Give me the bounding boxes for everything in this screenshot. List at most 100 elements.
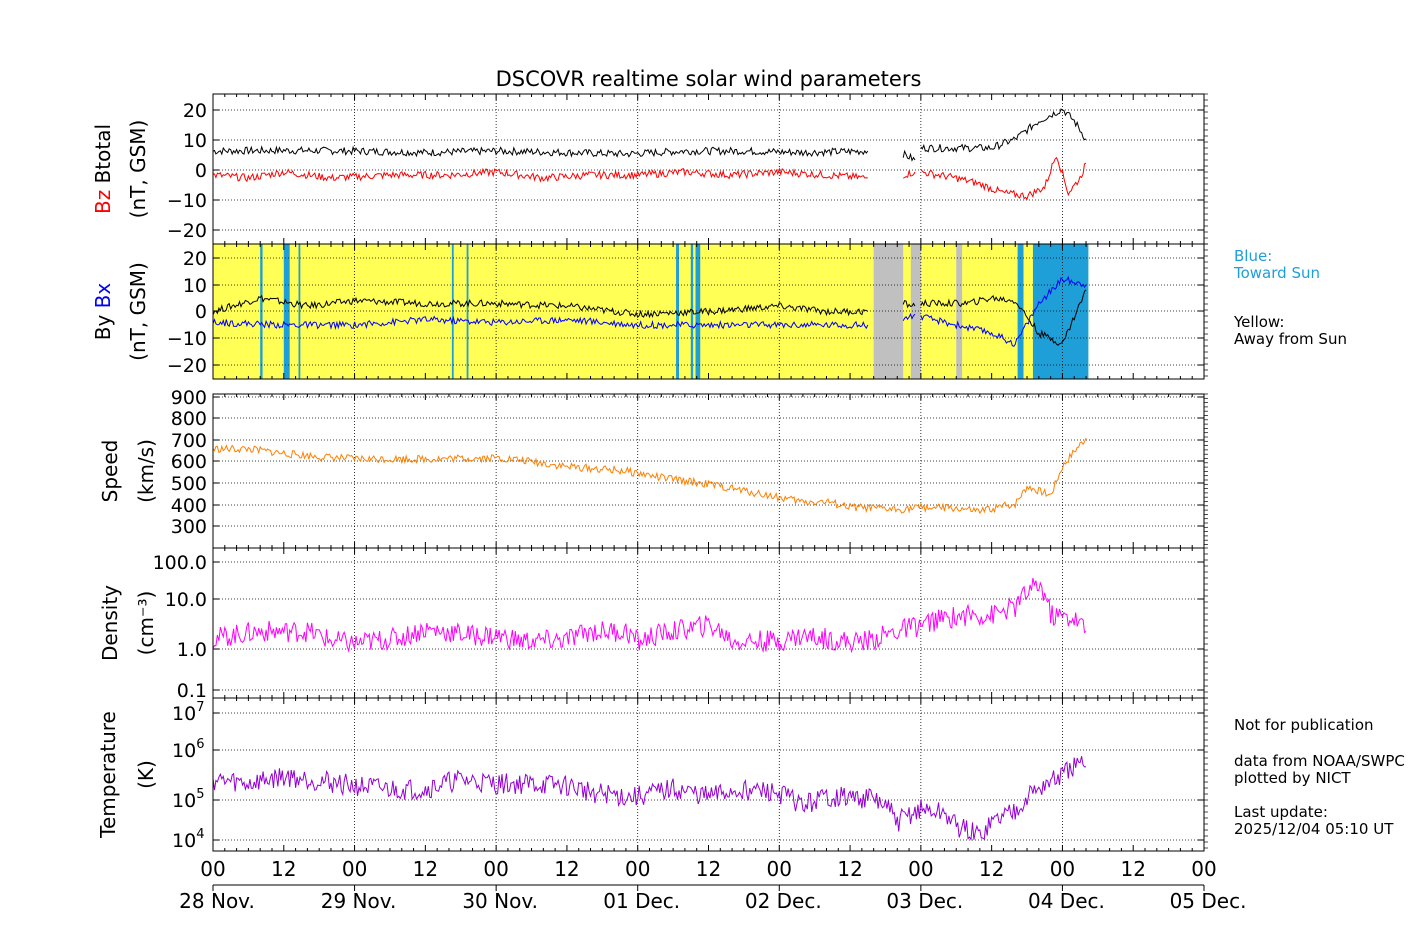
series-line-btotal xyxy=(902,149,916,162)
sector-segment xyxy=(910,244,921,379)
y-tick-label: 1.0 xyxy=(177,639,207,661)
y-tick-label: 300 xyxy=(171,516,207,538)
sector-segment xyxy=(676,244,680,379)
sector-segment xyxy=(695,244,701,379)
y-tick-label: 0 xyxy=(195,160,207,182)
x-tick-label: 00 xyxy=(1050,857,1075,881)
y-tick-label: −20 xyxy=(167,355,207,377)
disclaimer-text: Not for publication xyxy=(1234,716,1374,734)
date-label: 30 Nov. xyxy=(462,889,538,913)
series-line-density xyxy=(212,577,1087,654)
x-tick-label: 00 xyxy=(483,857,508,881)
x-tick-label: 12 xyxy=(413,857,438,881)
x-tick-label: 12 xyxy=(1120,857,1145,881)
y-axis-unit: (km/s) xyxy=(134,439,158,503)
series-line-bz xyxy=(213,167,868,183)
series-line-speed xyxy=(212,437,1087,515)
x-tick-label: 00 xyxy=(625,857,650,881)
y-axis-label: Temperature xyxy=(96,711,120,839)
chart-title: DSCOVR realtime solar wind parameters xyxy=(496,67,922,91)
x-tick-label: 12 xyxy=(271,857,296,881)
series-line-bx xyxy=(920,275,1087,348)
y-tick-label: 10 xyxy=(183,130,207,152)
date-label: 28 Nov. xyxy=(179,889,255,913)
panel-temperature: 107 106 105 104 Temperature (K) xyxy=(96,697,1208,852)
y-tick-label: 20 xyxy=(183,100,207,122)
sector-segment xyxy=(298,244,301,379)
y-axis-unit: (cm⁻³) xyxy=(134,591,158,656)
sector-background-away xyxy=(213,244,1089,379)
sector-segment xyxy=(1032,244,1089,379)
y-tick-label: 100.0 xyxy=(153,552,207,574)
sector-yellow-legend: Yellow: Away from Sun xyxy=(1234,313,1347,348)
series-line-by xyxy=(212,294,869,319)
sector-segment xyxy=(283,244,290,379)
series-line-by xyxy=(902,299,916,309)
y-tick-label: −10 xyxy=(167,190,207,212)
y-axis-label: Speed xyxy=(98,440,122,503)
y-tick-label: 500 xyxy=(171,473,207,495)
date-label: 29 Nov. xyxy=(321,889,397,913)
sector-segment xyxy=(451,244,454,379)
y-tick-label: 0.1 xyxy=(177,680,207,702)
x-tick-label: 12 xyxy=(554,857,579,881)
panel-magnetic-field-total: 20 10 0 −10 −20 Bz Btotal (nT, GSM) xyxy=(91,93,1208,245)
y-tick-label: 600 xyxy=(171,451,207,473)
y-axis-label: Density xyxy=(98,585,122,661)
panel-frame xyxy=(212,93,1205,245)
y-tick-label: 10.0 xyxy=(165,589,207,611)
x-tick-label: 12 xyxy=(837,857,862,881)
sector-segment xyxy=(1017,244,1024,379)
panel-frame xyxy=(212,393,1205,549)
y-tick-label: 700 xyxy=(171,430,207,452)
x-tick-label: 12 xyxy=(696,857,721,881)
date-label: 03 Dec. xyxy=(886,889,963,913)
y-axis-label-bz-btotal: Bz Btotal xyxy=(91,124,115,214)
sector-blue-legend: Blue: Toward Sun xyxy=(1234,247,1320,282)
date-label: 02 Dec. xyxy=(745,889,822,913)
sector-segment xyxy=(260,244,263,379)
last-update-text: Last update: 2025/12/04 05:10 UT xyxy=(1234,803,1394,838)
y-axis-label-by-bx: By Bx xyxy=(91,283,115,341)
y-tick-label: 400 xyxy=(171,495,207,517)
y-tick-label: 104 xyxy=(172,827,204,852)
series-line-bx xyxy=(902,312,916,321)
series-line-by xyxy=(920,289,1087,346)
sector-segment xyxy=(466,244,469,379)
date-label: 04 Dec. xyxy=(1028,889,1105,913)
y-tick-label: 105 xyxy=(172,787,204,812)
y-axis-unit: (nT, GSM) xyxy=(126,120,150,219)
y-tick-label: 106 xyxy=(172,737,204,762)
y-tick-label: −10 xyxy=(167,328,207,350)
y-tick-label: 0 xyxy=(195,301,207,323)
y-tick-label: 800 xyxy=(171,408,207,430)
x-tick-label: 00 xyxy=(342,857,367,881)
y-axis-unit: (nT, GSM) xyxy=(126,262,150,361)
sector-segment xyxy=(873,244,904,379)
y-tick-label: 20 xyxy=(183,248,207,270)
sector-segment xyxy=(956,244,963,379)
x-tick-label: 12 xyxy=(979,857,1004,881)
y-tick-label: 900 xyxy=(171,387,207,409)
credits-text: data from NOAA/SWPC plotted by NICT xyxy=(1234,752,1405,787)
date-label: 01 Dec. xyxy=(603,889,680,913)
series-line-bx xyxy=(212,315,869,331)
x-tick-label: 00 xyxy=(908,857,933,881)
y-tick-label: −20 xyxy=(167,220,207,242)
x-tick-label: 00 xyxy=(200,857,225,881)
series-line-btotal xyxy=(920,108,1087,153)
y-tick-label: 10 xyxy=(183,275,207,297)
sector-segment xyxy=(690,244,694,379)
y-axis-unit: (K) xyxy=(134,760,158,789)
series-line-temperature xyxy=(212,756,1087,842)
series-line-bz xyxy=(903,170,916,179)
series-line-bz xyxy=(920,156,1087,201)
panel-magnetic-field-xy: 20 10 0 −10 −20 By Bx (nT, GSM) xyxy=(91,243,1208,380)
y-tick-label: 107 xyxy=(172,700,204,725)
x-tick-label: 00 xyxy=(1191,857,1216,881)
series-line-btotal xyxy=(212,145,869,158)
x-tick-label: 00 xyxy=(767,857,792,881)
panel-frame xyxy=(212,697,1205,852)
